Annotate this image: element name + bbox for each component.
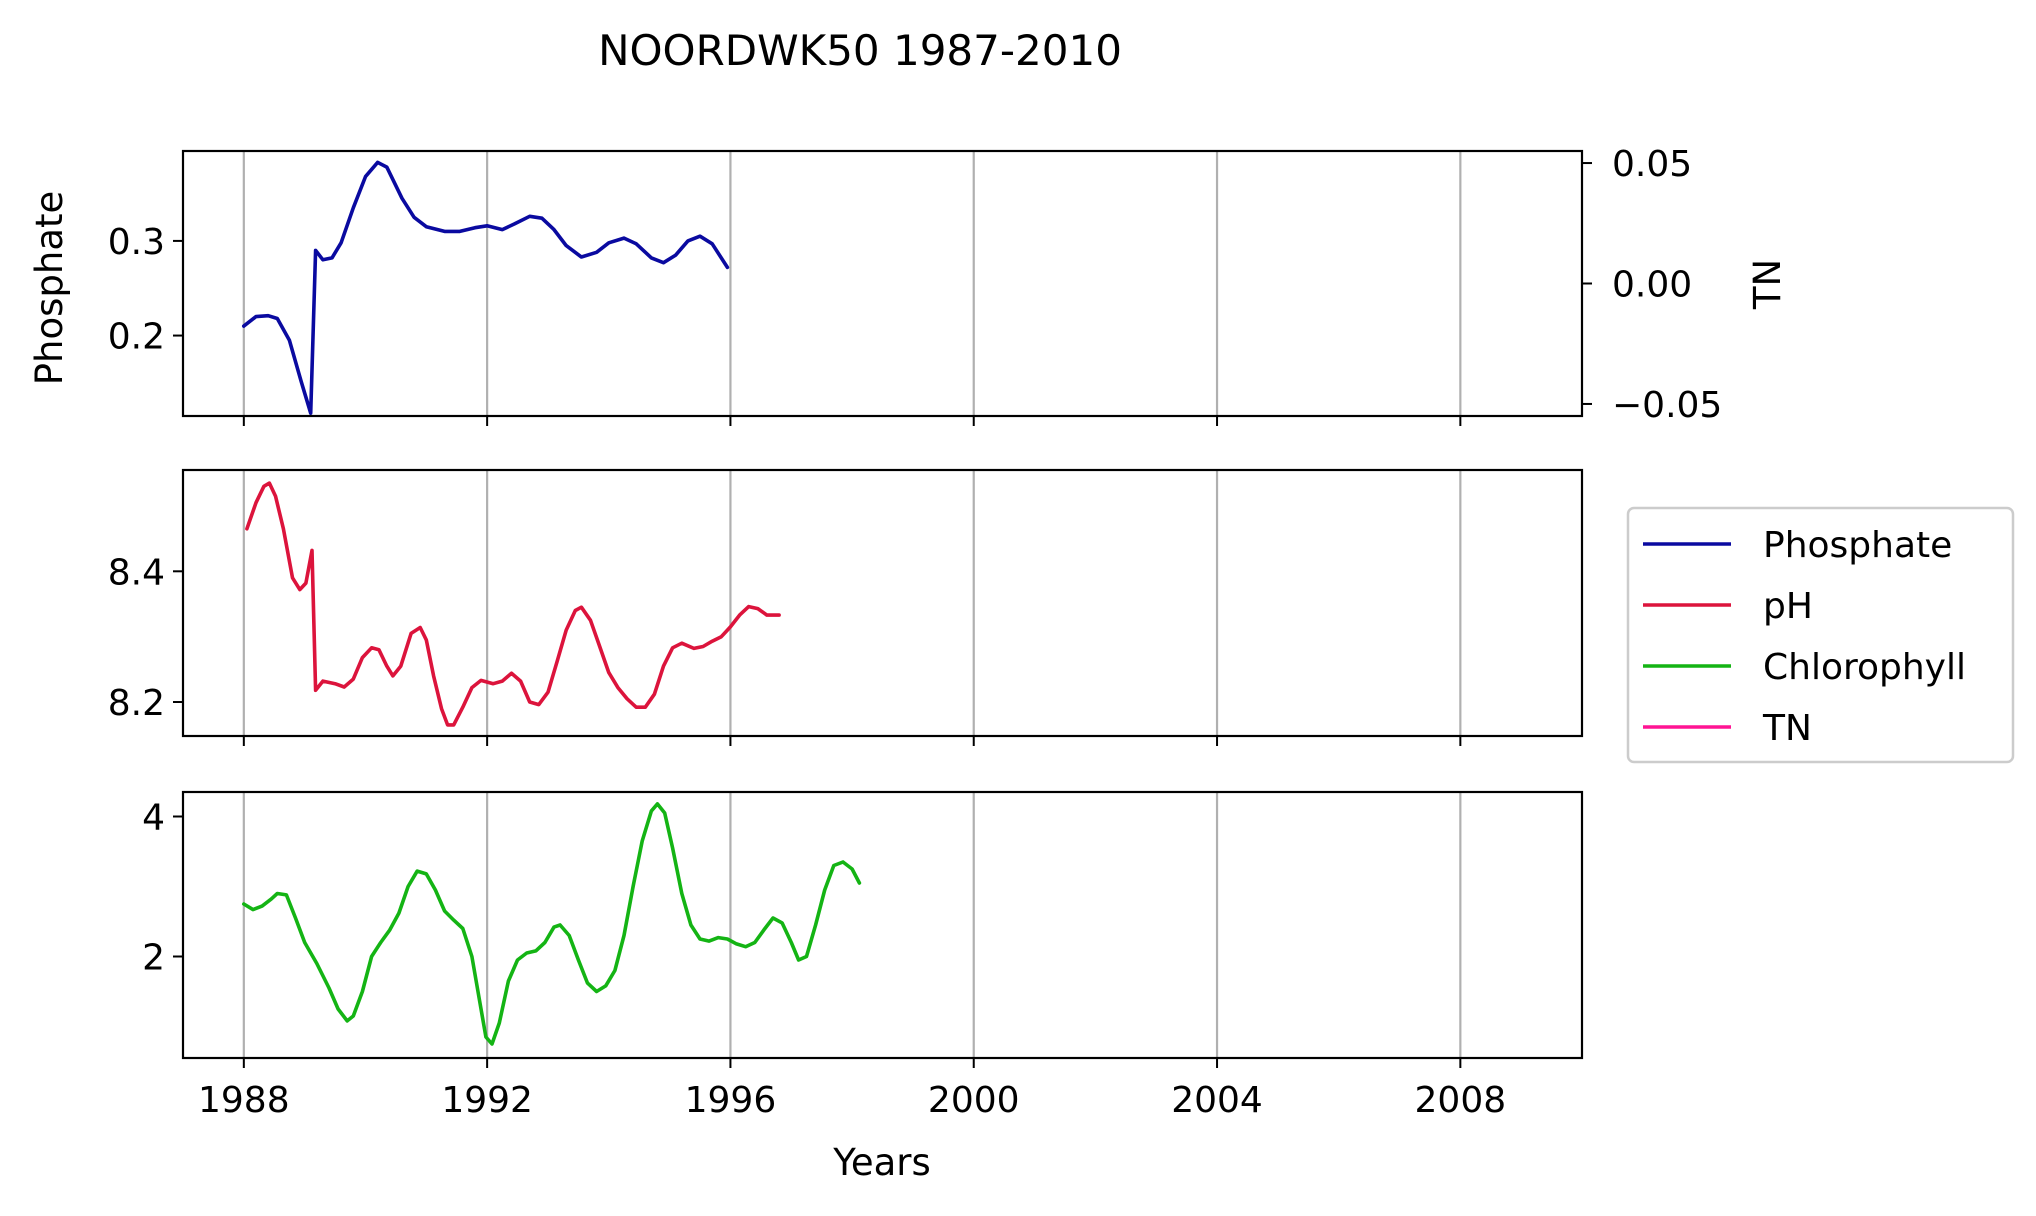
panel-frame-phosphate (181, 149, 1584, 418)
y-tick-label-ph-0: 8.2 (108, 683, 165, 724)
panel-frame-ph (181, 468, 1584, 738)
x-tick-label-1: 1992 (441, 1080, 533, 1121)
panel-ph: 8.2 8.4 (108, 468, 1584, 746)
x-tick-label-4: 2004 (1171, 1080, 1263, 1121)
x-tick-label-2: 1996 (685, 1080, 777, 1121)
legend-label-ph: pH (1763, 586, 1813, 627)
y-tick-label-chlorophyll-1: 4 (142, 798, 165, 839)
x-tick-label-5: 2008 (1415, 1080, 1507, 1121)
legend-items: Phosphate pH Chlorophyll TN (1643, 525, 1966, 749)
right-y-tick-label-2: 0.05 (1612, 144, 1692, 185)
y-axis-label-tn: TN (1746, 259, 1789, 310)
legend: Phosphate pH Chlorophyll TN (1626, 506, 2015, 764)
panel-frame-chlorophyll (181, 790, 1584, 1060)
right-y-tick-label-0: −0.05 (1612, 385, 1722, 426)
panel-chlorophyll: 2 4 1988 1992 1996 2000 2004 2008 (142, 790, 1584, 1121)
legend-label-tn: TN (1762, 708, 1812, 749)
y-tick-label-ph-1: 8.4 (108, 552, 165, 593)
x-tick-label-0: 1988 (198, 1080, 290, 1121)
panel-phosphate: 0.2 0.3 −0.05 0.00 0.05 (108, 144, 1722, 426)
y-tick-label-phosphate-0: 0.2 (108, 317, 165, 358)
chart-title: NOORDWK50 1987-2010 (598, 26, 1122, 75)
legend-frame (1626, 506, 2015, 764)
x-tick-label-3: 2000 (928, 1080, 1020, 1121)
x-axis-label: Years (832, 1141, 931, 1184)
legend-label-phosphate: Phosphate (1763, 525, 1952, 566)
y-tick-label-phosphate-1: 0.3 (108, 222, 165, 263)
right-y-tick-label-1: 0.00 (1612, 265, 1692, 306)
y-axis-label-phosphate: Phosphate (28, 191, 71, 386)
y-tick-label-chlorophyll-0: 2 (142, 938, 165, 979)
legend-label-chlorophyll: Chlorophyll (1763, 647, 1966, 688)
series-line-phosphate (242, 160, 730, 415)
series-line-chlorophyll (242, 802, 862, 1046)
series-line-ph (245, 481, 781, 727)
